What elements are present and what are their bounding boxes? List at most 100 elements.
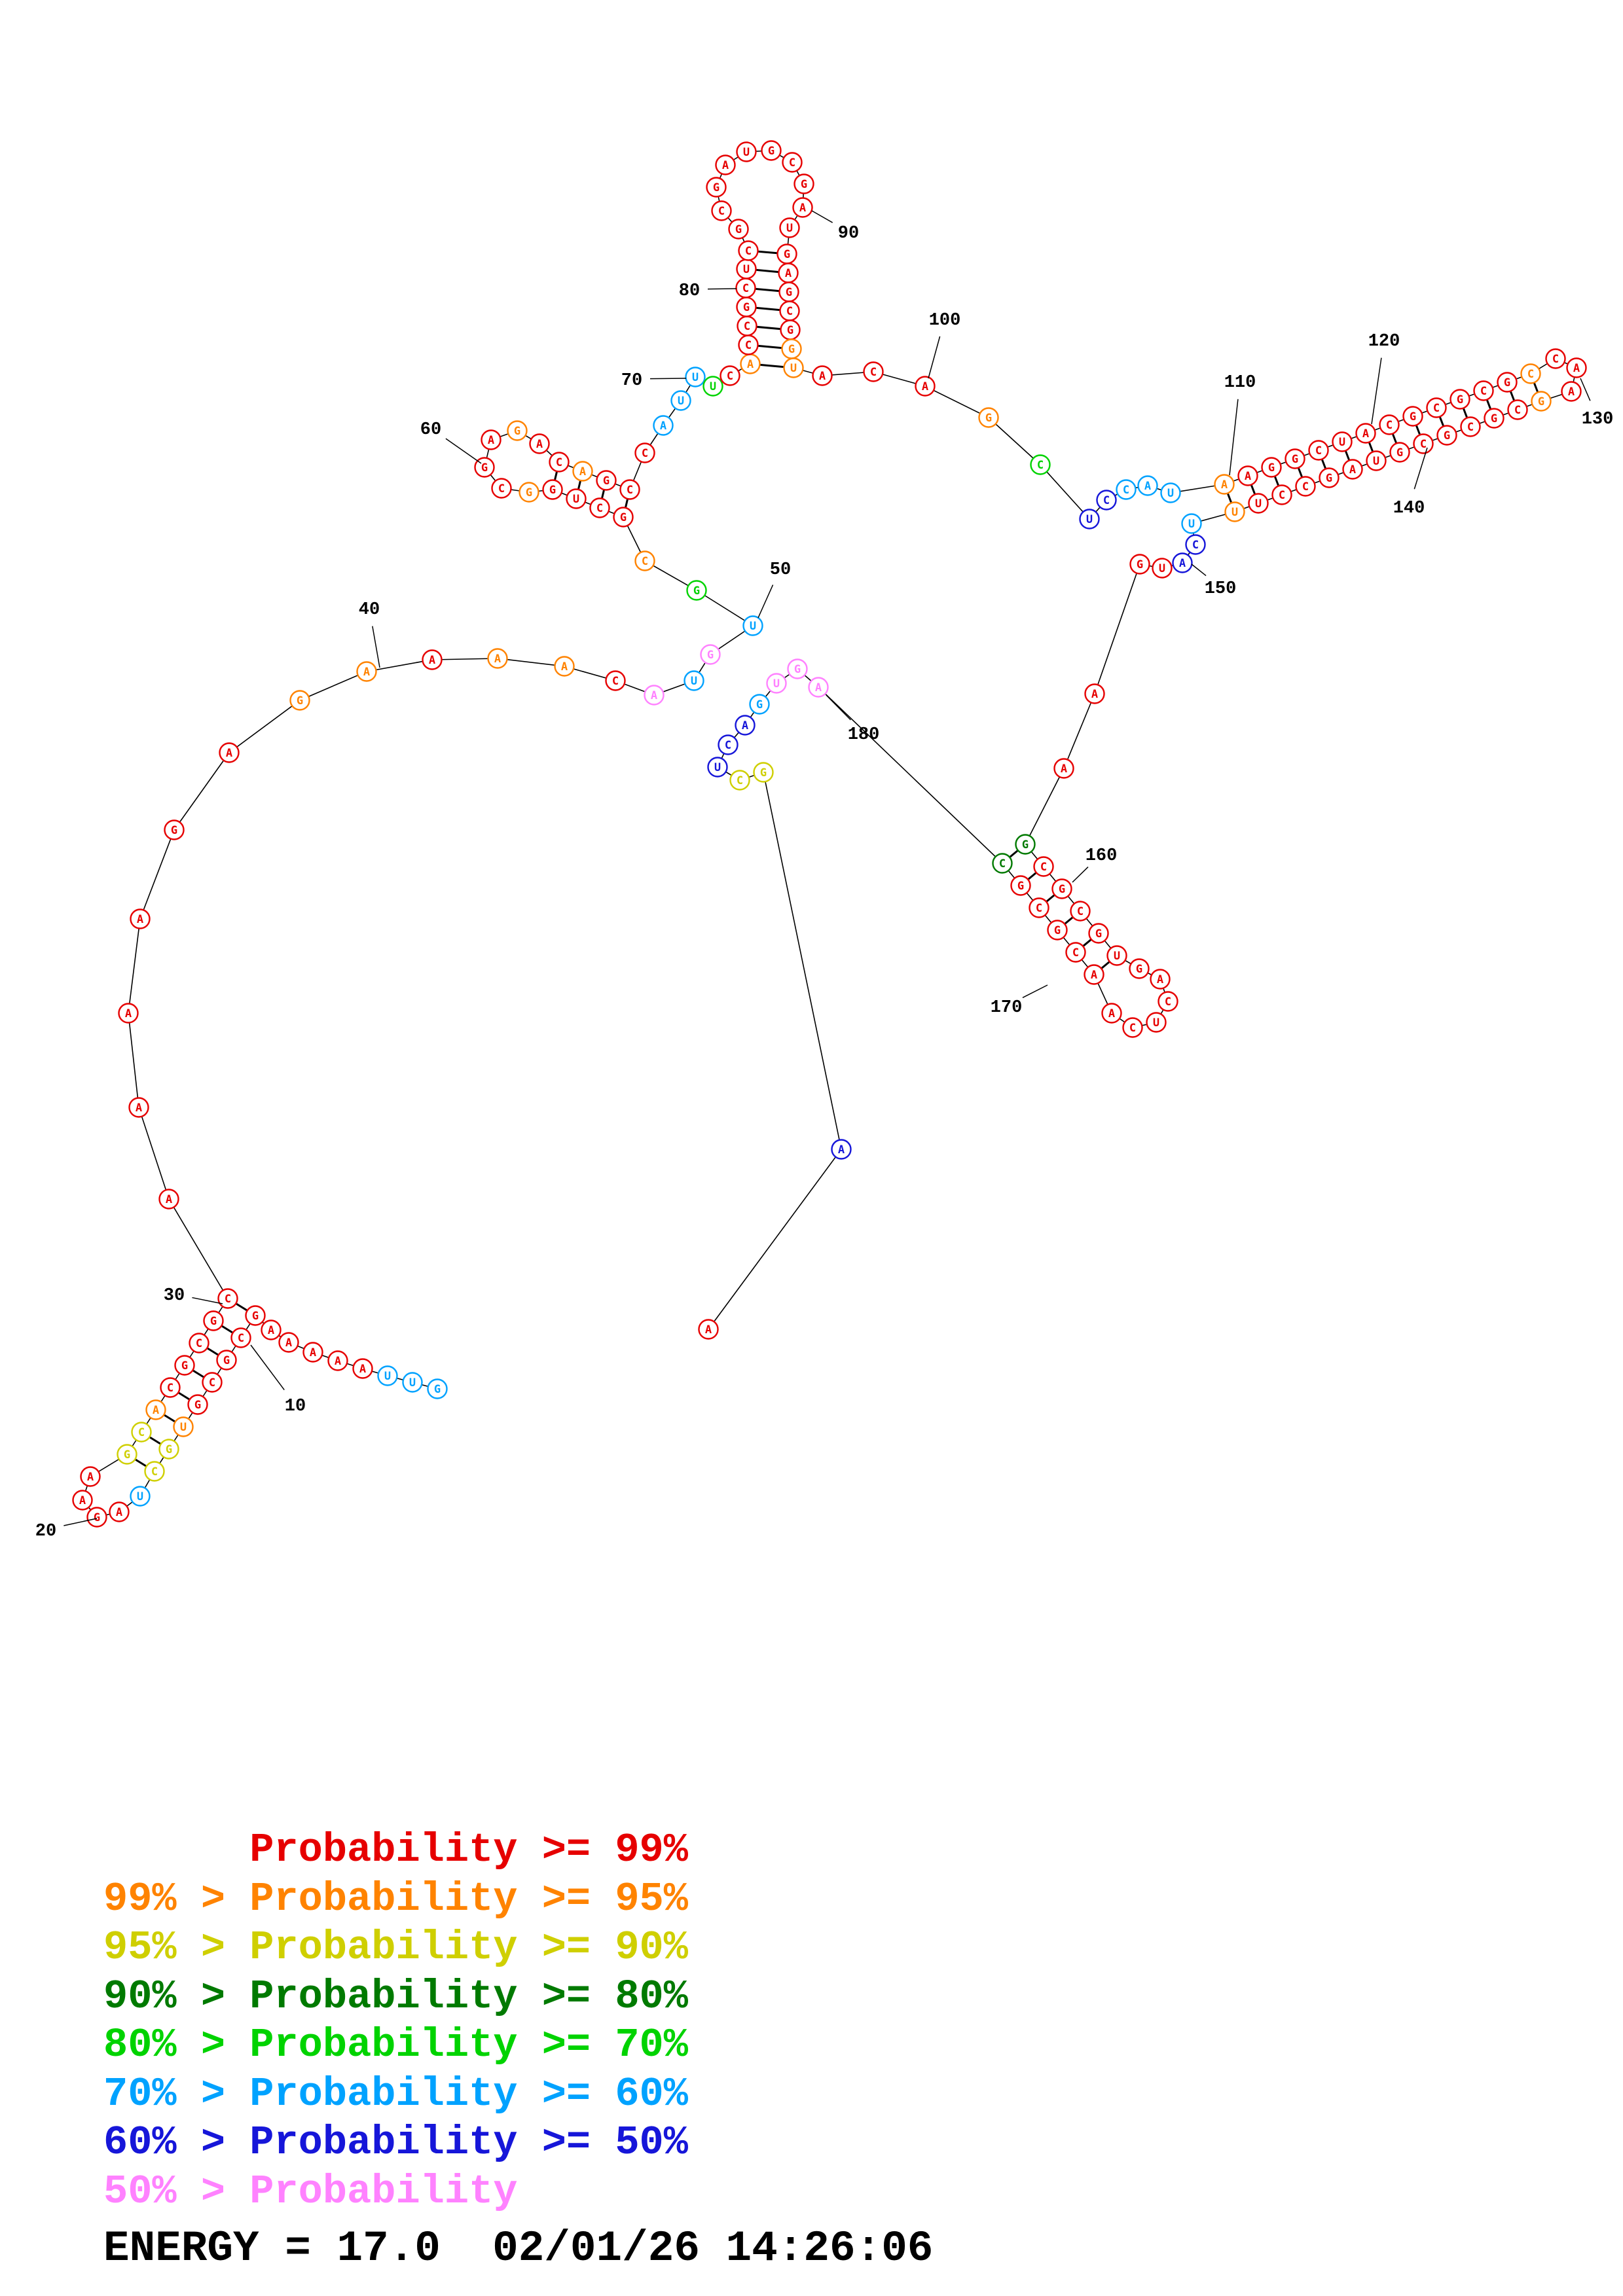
- nucleotide-circle-123: [1436, 425, 1457, 446]
- nucleotide-base-66: U: [710, 380, 716, 393]
- nucleotide-base-69: C: [745, 339, 752, 352]
- nucleotide-circle-18: [109, 1501, 130, 1522]
- nucleotide-circle-1: [427, 1378, 448, 1399]
- nucleotide-base-111: C: [1433, 402, 1440, 415]
- position-label-60: 60: [420, 420, 441, 440]
- nucleotide-base-113: C: [1480, 385, 1487, 398]
- nucleotide-base-78: A: [722, 159, 729, 172]
- nucleotide-base-7: A: [285, 1336, 292, 1350]
- nucleotide-base-94: A: [922, 380, 928, 393]
- nucleotide-base-33: A: [137, 913, 143, 926]
- nucleotide-circle-106: [1308, 440, 1329, 461]
- position-label-leader-10: [250, 1344, 285, 1391]
- position-label-leader-30: [192, 1297, 223, 1304]
- nucleotide-circle-82: [793, 173, 814, 194]
- legend-line-8: 50% > Probability: [103, 2168, 518, 2215]
- nucleotide-circle-120: [1507, 399, 1528, 420]
- nucleotide-circle-110: [1402, 406, 1423, 427]
- nucleotide-base-54: G: [481, 461, 488, 475]
- nucleotide-circle-39: [487, 648, 508, 669]
- nucleotide-circle-28: [203, 1310, 224, 1331]
- nucleotide-circle-11: [216, 1350, 237, 1371]
- nucleotide-circle-129: [1295, 476, 1316, 497]
- nucleotide-base-120: C: [1514, 404, 1521, 417]
- nucleotide-base-110: G: [1410, 410, 1416, 423]
- nucleotide-base-93: C: [870, 366, 877, 379]
- position-label-leader-50: [757, 584, 774, 619]
- nucleotide-circle-29: [217, 1288, 238, 1309]
- nucleotide-circle-131: [1248, 493, 1269, 514]
- nucleotide-base-142: G: [1059, 883, 1065, 896]
- nucleotide-base-30: A: [166, 1193, 172, 1206]
- nucleotide-circle-116: [1545, 348, 1566, 369]
- nucleotide-base-138: A: [1091, 688, 1098, 701]
- nucleotide-base-62: C: [642, 447, 648, 460]
- position-label-leader-170: [1022, 984, 1048, 998]
- nucleotide-base-12: C: [209, 1376, 215, 1390]
- position-label-leader-160: [1072, 867, 1089, 883]
- nucleotide-base-52: G: [526, 486, 532, 499]
- nucleotide-base-90: G: [788, 343, 795, 356]
- position-label-30: 30: [164, 1286, 185, 1306]
- nucleotide-circle-58: [549, 452, 570, 473]
- nucleotide-circle-140: [1015, 834, 1036, 855]
- nucleotide-base-131: U: [1255, 497, 1262, 511]
- nucleotide-circle-161: [749, 694, 770, 715]
- position-label-10: 10: [285, 1397, 306, 1416]
- nucleotide-circle-162: [735, 715, 756, 736]
- nucleotide-base-141: C: [1040, 861, 1047, 874]
- nucleotide-base-57: A: [536, 438, 543, 451]
- legend-line-3: 95% > Probability >= 90%: [103, 1924, 688, 1971]
- nucleotide-base-117: A: [1573, 362, 1580, 375]
- nucleotide-base-104: G: [1268, 461, 1275, 475]
- nucleotide-base-153: C: [1072, 946, 1079, 960]
- nucleotide-circle-101: [1160, 482, 1181, 503]
- nucleotide-circle-66: [702, 376, 723, 397]
- nucleotide-base-145: U: [1114, 950, 1120, 963]
- nucleotide-base-85: G: [784, 248, 790, 261]
- nucleotide-circle-138: [1084, 683, 1105, 704]
- nucleotide-base-26: G: [181, 1359, 188, 1372]
- position-label-leader-130: [1580, 378, 1591, 401]
- nucleotide-base-116: C: [1552, 353, 1559, 366]
- position-label-leader-70: [649, 378, 687, 380]
- nucleotide-base-123: G: [1444, 429, 1450, 442]
- nucleotide-base-40: A: [561, 660, 568, 673]
- position-label-110: 110: [1224, 373, 1256, 393]
- nucleotide-base-149: U: [1153, 1016, 1159, 1030]
- nucleotide-base-102: A: [1221, 478, 1228, 492]
- nucleotide-circle-84: [779, 217, 800, 238]
- nucleotide-base-134: C: [1192, 539, 1199, 552]
- nucleotide-circle-35: [219, 742, 240, 763]
- nucleotide-base-162: A: [742, 719, 748, 732]
- nucleotide-circle-75: [728, 219, 749, 240]
- nucleotide-base-98: C: [1103, 494, 1110, 507]
- nucleotide-base-49: C: [596, 502, 603, 515]
- nucleotide-circle-119: [1531, 391, 1552, 412]
- nucleotide-base-45: U: [750, 620, 756, 633]
- nucleotide-circle-24: [145, 1399, 166, 1420]
- nucleotide-base-157: C: [999, 857, 1006, 870]
- legend-line-2: 99% > Probability >= 95%: [103, 1875, 688, 1922]
- nucleotide-circle-132: [1224, 501, 1245, 522]
- nucleotide-circle-104: [1261, 457, 1282, 478]
- position-label-leader-150: [1191, 564, 1207, 577]
- nucleotide-base-28: G: [210, 1315, 217, 1328]
- nucleotide-base-152: A: [1091, 969, 1097, 982]
- nucleotide-circle-25: [160, 1377, 181, 1398]
- nucleotide-circle-168: [698, 1319, 719, 1340]
- nucleotide-base-89: G: [787, 324, 793, 337]
- nucleotide-circle-160: [766, 673, 787, 694]
- nucleotide-base-103: A: [1245, 470, 1251, 483]
- nucleotide-circle-60: [596, 470, 617, 491]
- nucleotide-base-167: A: [838, 1143, 845, 1157]
- nucleotide-base-96: C: [1037, 459, 1044, 472]
- nucleotide-circle-51: [542, 479, 563, 500]
- nucleotide-circle-127: [1342, 459, 1363, 480]
- nucleotide-base-44: G: [707, 649, 714, 662]
- nucleotide-circle-10: [230, 1327, 251, 1348]
- nucleotide-base-4: A: [359, 1363, 366, 1376]
- nucleotide-base-86: A: [785, 267, 792, 280]
- nucleotide-base-82: G: [801, 178, 807, 191]
